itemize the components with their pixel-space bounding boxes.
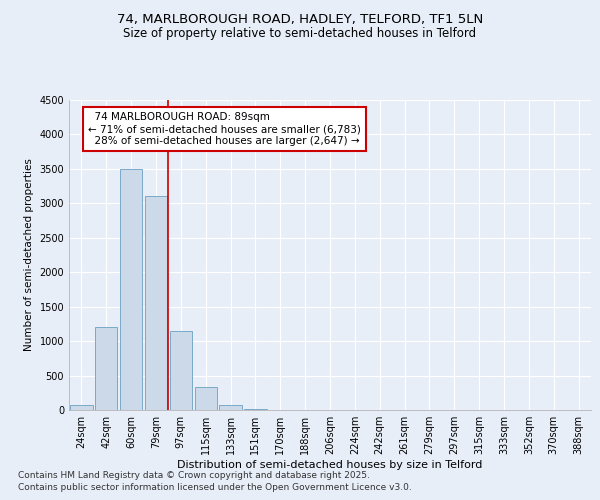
Bar bbox=[244, 408, 266, 410]
Text: 74, MARLBOROUGH ROAD, HADLEY, TELFORD, TF1 5LN: 74, MARLBOROUGH ROAD, HADLEY, TELFORD, T… bbox=[117, 12, 483, 26]
Text: Contains public sector information licensed under the Open Government Licence v3: Contains public sector information licen… bbox=[18, 484, 412, 492]
Bar bbox=[194, 387, 217, 410]
X-axis label: Distribution of semi-detached houses by size in Telford: Distribution of semi-detached houses by … bbox=[178, 460, 482, 470]
Text: 74 MARLBOROUGH ROAD: 89sqm  
← 71% of semi-detached houses are smaller (6,783)
 : 74 MARLBOROUGH ROAD: 89sqm ← 71% of semi… bbox=[88, 112, 361, 146]
Text: Contains HM Land Registry data © Crown copyright and database right 2025.: Contains HM Land Registry data © Crown c… bbox=[18, 471, 370, 480]
Bar bbox=[120, 169, 142, 410]
Text: Size of property relative to semi-detached houses in Telford: Size of property relative to semi-detach… bbox=[124, 27, 476, 40]
Bar bbox=[70, 405, 92, 410]
Y-axis label: Number of semi-detached properties: Number of semi-detached properties bbox=[24, 158, 34, 352]
Bar bbox=[95, 328, 118, 410]
Bar bbox=[170, 331, 192, 410]
Bar bbox=[145, 196, 167, 410]
Bar bbox=[220, 405, 242, 410]
